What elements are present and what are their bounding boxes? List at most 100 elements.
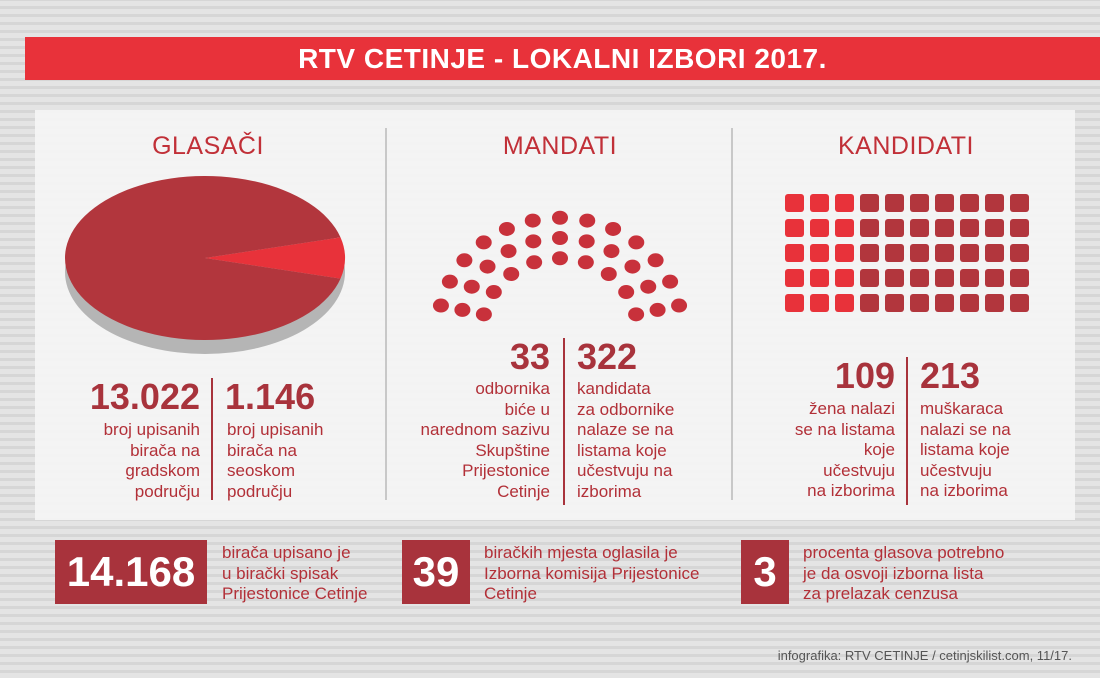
glasaci-stat1-number: 13.022 xyxy=(89,376,200,417)
candidate-square xyxy=(985,269,1004,287)
seat-dot xyxy=(526,255,543,270)
candidate-square xyxy=(985,294,1004,312)
desc-line: birača upisano je xyxy=(222,543,351,562)
candidate-square xyxy=(810,219,829,237)
candidate-square xyxy=(860,219,879,237)
desc-line: koje xyxy=(863,440,895,459)
desc-line: u birački spisak xyxy=(222,563,339,583)
candidate-square xyxy=(910,269,929,287)
candidate-square xyxy=(885,269,904,287)
pie-slice-urban xyxy=(64,176,341,340)
candidate-square xyxy=(960,219,979,237)
seat-dot xyxy=(479,259,496,274)
mandati-stat2-number: 322 xyxy=(577,336,638,377)
desc-line: Prijestonice xyxy=(462,461,550,480)
kandidati-stat2-desc: muškaraca nalazi se na listama koje učes… xyxy=(920,399,1011,502)
desc-line: se na listama xyxy=(794,419,895,439)
candidate-square xyxy=(810,244,829,262)
desc-line: narednom sazivu xyxy=(420,420,550,439)
seat-dot xyxy=(525,234,542,249)
desc-line: na izborima xyxy=(920,481,1008,500)
candidate-square xyxy=(960,294,979,312)
seat-dot xyxy=(628,307,645,322)
candidate-square xyxy=(810,194,829,212)
column-divider-1 xyxy=(385,128,387,500)
desc-line: učestvuju xyxy=(823,460,895,480)
seat-dot xyxy=(463,279,480,294)
candidate-square xyxy=(785,269,804,287)
desc-line: seoskom xyxy=(227,461,296,480)
registered-voters-desc: birača upisano je u birački spisak Prije… xyxy=(222,543,368,605)
pie-slice-rural xyxy=(205,237,346,279)
candidate-square xyxy=(935,194,954,212)
seat-dot xyxy=(671,298,688,313)
candidate-square xyxy=(985,244,1004,262)
kandidati-stat1-desc: žena nalazi se na listama koje učestvuju… xyxy=(770,399,895,502)
desc-line: muškaraca xyxy=(920,399,1004,418)
glasaci-stat-divider xyxy=(211,378,213,500)
desc-line: listama koje xyxy=(920,440,1010,459)
desc-line: odbornika xyxy=(475,379,550,398)
candidate-square xyxy=(910,219,929,237)
seat-dot xyxy=(649,302,666,317)
desc-line: broj upisanih xyxy=(227,420,324,439)
desc-line: izborima xyxy=(577,481,642,501)
census-threshold-box: 3 xyxy=(741,540,789,604)
seat-dot xyxy=(498,221,515,236)
candidate-square xyxy=(785,219,804,237)
seat-dot xyxy=(475,307,492,322)
candidate-square xyxy=(835,244,854,262)
mandati-stat2-desc: kandidata za odbornike nalaze se na list… xyxy=(577,379,674,502)
desc-line: nalazi se na xyxy=(920,419,1011,439)
candidate-square xyxy=(910,244,929,262)
candidate-square xyxy=(935,219,954,237)
census-threshold-desc: procenta glasova potrebno je da osvoji i… xyxy=(803,543,1004,605)
glasaci-stat2-desc: broj upisanih birača na seoskom području xyxy=(227,420,323,502)
seat-dot xyxy=(454,302,471,317)
desc-line: gradskom xyxy=(125,461,200,480)
seat-dot xyxy=(628,235,645,250)
desc-line: listama koje xyxy=(577,440,667,460)
candidate-square xyxy=(835,294,854,312)
candidate-square xyxy=(960,269,979,287)
candidate-square xyxy=(835,219,854,237)
registered-voters-box: 14.168 xyxy=(55,540,207,604)
desc-line: na izborima xyxy=(807,481,895,500)
header-banner: RTV CETINJE - LOKALNI IZBORI 2017. xyxy=(25,37,1100,80)
desc-line: birača na xyxy=(227,440,297,460)
candidates-grid xyxy=(785,194,1029,312)
seat-dot xyxy=(552,210,568,225)
candidate-square xyxy=(1010,294,1029,312)
candidate-square xyxy=(960,194,979,212)
desc-line: Izborna komisija Prijestonice xyxy=(484,563,700,583)
desc-line: učestvuju na xyxy=(577,461,673,480)
glasaci-stat2-number: 1.146 xyxy=(225,376,316,417)
desc-line: žena nalazi xyxy=(808,399,895,418)
seat-dot xyxy=(524,213,541,228)
candidate-square xyxy=(810,269,829,287)
seat-dot xyxy=(647,253,664,268)
glasaci-stat1-desc: broj upisanih birača na gradskom područj… xyxy=(60,420,200,502)
seat-dot xyxy=(603,244,620,259)
seat-dot xyxy=(432,298,449,313)
mandati-stat-divider xyxy=(563,338,565,505)
candidate-square xyxy=(1010,269,1029,287)
polling-stations-desc: biračkih mjesta oglasila je Izborna komi… xyxy=(484,543,699,605)
candidate-square xyxy=(860,194,879,212)
candidate-square xyxy=(885,244,904,262)
seat-dot xyxy=(579,213,596,228)
polling-stations-box: 39 xyxy=(402,540,470,604)
desc-line: Cetinje xyxy=(484,584,537,603)
candidate-square xyxy=(910,194,929,212)
kandidati-stat2-number: 213 xyxy=(920,355,981,396)
desc-line: području xyxy=(227,481,293,501)
desc-line: je da osvoji izborna lista xyxy=(803,563,984,583)
candidate-square xyxy=(860,244,879,262)
candidate-square xyxy=(1010,244,1029,262)
mandati-title: MANDATI xyxy=(502,132,618,160)
desc-line: Cetinje xyxy=(497,481,550,501)
parliament-seats-chart xyxy=(432,210,688,322)
candidate-square xyxy=(785,294,804,312)
seat-dot xyxy=(441,274,458,289)
mandati-stat1-desc: odbornika biće u narednom sazivu Skupšti… xyxy=(390,379,550,502)
